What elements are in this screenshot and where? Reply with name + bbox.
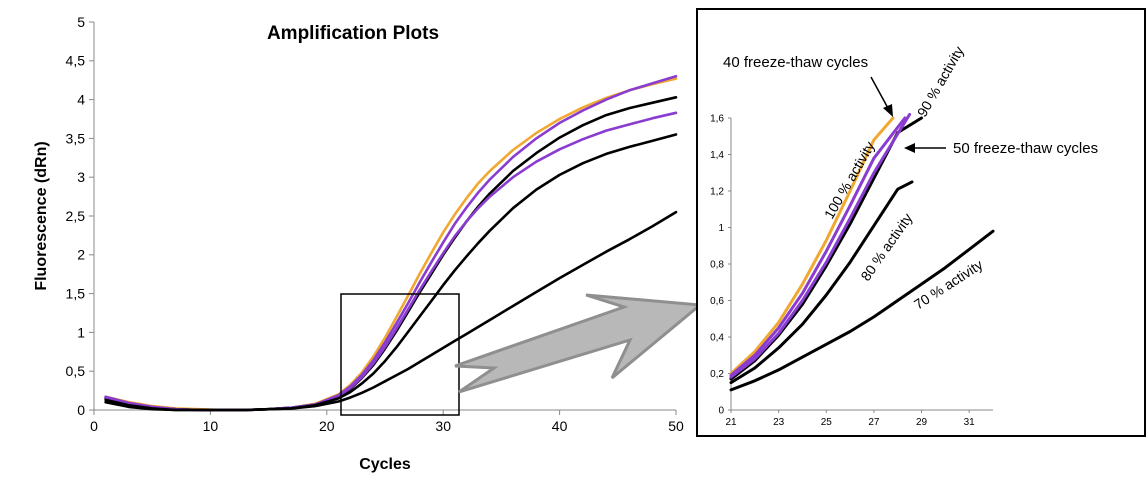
series-line-6 <box>729 229 995 392</box>
x-tick-label: 10 <box>203 418 219 434</box>
x-tick-label: 27 <box>868 417 880 428</box>
inset-plot: 0 0,2 0,4 0,6 0,8 1 1,2 1,4 1,6 21 23 25 27 29 31 40 f… <box>696 8 1146 437</box>
series-line-2 <box>104 75 678 412</box>
annotation-50-freeze-thaw: 50 freeze-thaw cycles <box>953 140 1098 157</box>
y-tick-label: 1,4 <box>710 150 724 161</box>
main-plot: 00,511,522,533,544,550 10 20 30 40 50 Amplifi… <box>33 14 684 473</box>
series-line-1 <box>104 77 678 412</box>
arrowhead-40-freeze-thaw <box>883 104 893 117</box>
arrow-40-freeze-thaw <box>870 76 890 111</box>
main-chart-title: Amplification Plots <box>267 23 439 44</box>
y-tick-label: 2 <box>77 247 85 263</box>
x-tick-label: 20 <box>319 418 335 434</box>
inset-frame <box>696 8 1146 437</box>
y-tick-label: 0 <box>77 402 85 418</box>
series-line-5 <box>729 180 914 385</box>
series-line-6 <box>104 210 678 412</box>
y-tick-label: 2,5 <box>66 208 86 224</box>
y-tick-label: 0,5 <box>66 363 86 379</box>
series-line-3 <box>104 96 678 412</box>
x-tick-label: 50 <box>668 418 684 434</box>
y-tick-label: 0,2 <box>710 369 724 380</box>
main-x-axis-label: Cycles <box>359 456 411 473</box>
annotation-40-freeze-thaw: 40 freeze-thaw cycles <box>723 54 868 71</box>
y-tick-label: 0,4 <box>710 333 724 344</box>
y-tick-label: 0,8 <box>710 260 724 271</box>
x-tick-label: 40 <box>552 418 568 434</box>
y-tick-label: 0,6 <box>710 296 724 307</box>
x-tick-label: 0 <box>90 418 98 434</box>
y-tick-label: 1 <box>718 223 724 234</box>
main-y-axis-label: Fluorescence (dRn) <box>33 141 50 290</box>
y-tick-label: 3,5 <box>66 130 86 146</box>
zoom-arrow <box>454 293 704 394</box>
x-tick-label: 21 <box>725 417 737 428</box>
y-tick-label: 3 <box>77 169 85 185</box>
y-tick-label: 1,5 <box>66 286 86 302</box>
zoom-region-box <box>340 293 460 416</box>
x-tick-label: 29 <box>916 417 928 428</box>
series-line-5 <box>104 133 678 412</box>
x-tick-label: 31 <box>964 417 976 428</box>
y-tick-label: 0 <box>718 406 724 417</box>
arrowhead-50-freeze-thaw <box>904 143 915 153</box>
y-tick-label: 5 <box>77 14 85 30</box>
series-line-1 <box>729 116 895 375</box>
series-line-2 <box>729 116 907 377</box>
y-tick-label: 4 <box>77 92 85 108</box>
x-tick-label: 30 <box>435 418 451 434</box>
series-line-4 <box>729 112 912 379</box>
x-tick-label: 23 <box>773 417 785 428</box>
x-tick-label: 25 <box>821 417 833 428</box>
y-tick-label: 4,5 <box>66 53 86 69</box>
y-tick-label: 1 <box>77 324 85 340</box>
y-tick-label: 1,2 <box>710 187 724 198</box>
y-tick-label: 1,6 <box>710 114 724 125</box>
